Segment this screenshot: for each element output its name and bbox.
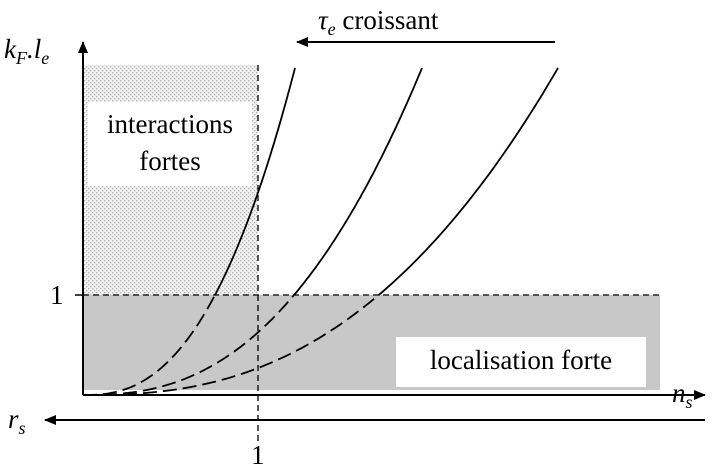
region-label: fortes xyxy=(139,146,200,176)
tau-label: τe croissant xyxy=(318,5,439,39)
curves xyxy=(83,67,559,396)
x-axis-label: ns xyxy=(672,378,693,412)
curve xyxy=(214,67,296,296)
curve xyxy=(378,67,559,296)
label-box xyxy=(88,102,252,186)
curve xyxy=(83,294,380,396)
region-label: localisation forte xyxy=(430,345,612,375)
rs-axis-label: rs xyxy=(8,404,26,438)
label-box xyxy=(396,337,646,387)
y-tick-label: 1 xyxy=(50,280,64,310)
region-label: interactions xyxy=(107,109,233,139)
curve xyxy=(293,67,423,296)
x-tick-label: 1 xyxy=(251,440,265,470)
curve xyxy=(83,294,295,396)
y-axis-label: kF.le xyxy=(4,34,49,68)
